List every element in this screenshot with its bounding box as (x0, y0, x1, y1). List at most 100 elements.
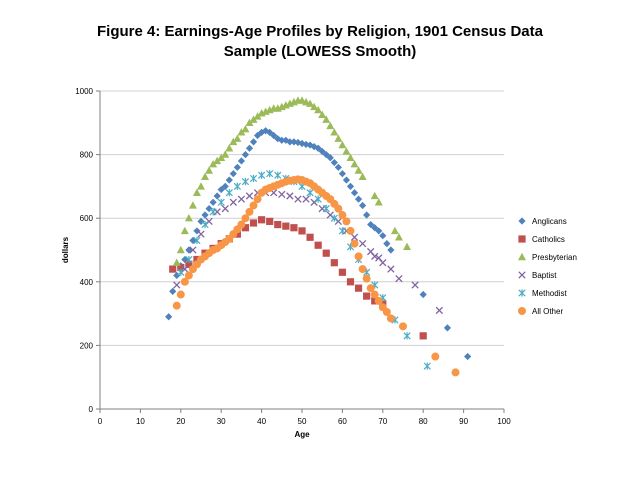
data-point (189, 236, 197, 245)
data-point (197, 217, 205, 225)
x-tick-label: 70 (378, 417, 387, 426)
data-point (225, 176, 233, 184)
data-marks (165, 96, 472, 377)
data-point (363, 211, 371, 219)
data-point (382, 308, 391, 317)
data-point (185, 246, 193, 254)
data-point (302, 140, 310, 149)
data-point (294, 138, 302, 147)
data-point (314, 105, 323, 114)
data-point (314, 195, 322, 203)
data-point (237, 195, 246, 203)
legend: Anglicans Catholics Presbyterian Baptist Met… (518, 217, 577, 316)
series-presbyterian (172, 96, 412, 266)
data-point (350, 233, 359, 241)
data-point (245, 118, 254, 126)
data-point (419, 332, 427, 340)
data-point (374, 296, 383, 305)
data-point (322, 249, 330, 257)
x-tick-label: 80 (419, 417, 428, 426)
data-point (192, 188, 201, 196)
data-point (249, 219, 258, 227)
data-point (346, 278, 355, 286)
legend-marker (518, 252, 526, 261)
data-point (330, 214, 338, 222)
legend-marker (518, 289, 526, 297)
data-point (185, 255, 193, 264)
legend-label: Methodist (532, 289, 567, 298)
data-point (286, 192, 294, 200)
data-point (338, 140, 347, 149)
series-methodist (177, 170, 431, 370)
data-point (241, 124, 250, 133)
data-point (217, 185, 225, 194)
data-point (359, 201, 367, 210)
data-point (201, 172, 210, 181)
data-point (371, 224, 379, 232)
data-point (326, 121, 335, 130)
data-point (314, 241, 322, 249)
data-point (350, 189, 359, 197)
data-point (180, 226, 189, 235)
data-point (249, 201, 258, 210)
data-point (366, 284, 375, 293)
legend-marker (518, 235, 526, 243)
data-point (322, 115, 331, 123)
data-point (184, 214, 193, 222)
x-tick-label: 0 (98, 417, 103, 426)
x-axis-label: Age (294, 430, 310, 439)
data-point (358, 239, 367, 248)
legend-item: Baptist (518, 271, 557, 280)
data-point (197, 182, 205, 190)
data-point (346, 226, 355, 235)
data-point (184, 271, 193, 280)
data-point (330, 158, 338, 167)
data-point (302, 195, 310, 203)
data-point (213, 156, 222, 165)
data-point (193, 255, 201, 264)
data-point (362, 274, 371, 283)
data-point (169, 265, 177, 273)
data-point (278, 136, 286, 144)
data-point (278, 190, 286, 199)
legend-marker (518, 307, 526, 315)
data-point (318, 110, 327, 119)
data-point (326, 211, 334, 219)
data-point (370, 290, 379, 299)
legend-item: Catholics (518, 235, 565, 244)
data-point (294, 195, 302, 203)
data-point (188, 201, 197, 209)
data-point (306, 141, 314, 149)
data-point (209, 208, 217, 216)
data-point (245, 144, 254, 152)
data-point (282, 136, 290, 144)
data-point (266, 128, 274, 136)
data-point (358, 265, 367, 274)
data-point (443, 324, 452, 332)
data-point (209, 198, 217, 206)
data-point (253, 112, 262, 120)
data-point (423, 362, 431, 370)
data-point (322, 151, 330, 159)
data-point (266, 170, 274, 178)
data-point (165, 313, 173, 321)
x-tick-label: 10 (136, 417, 145, 426)
data-point (274, 171, 282, 179)
data-point (310, 102, 319, 111)
chart-title-line-2: Sample (LOWESS Smooth) (223, 43, 417, 60)
legend-label: Anglicans (532, 217, 567, 226)
x-tick-label: 50 (298, 417, 307, 426)
data-point (209, 159, 218, 168)
data-point (270, 131, 278, 140)
y-tick-label: 800 (80, 151, 94, 160)
data-point (213, 192, 221, 200)
legend-item: Presbyterian (518, 252, 577, 262)
data-point (266, 217, 274, 225)
data-point (249, 174, 258, 183)
data-point (330, 259, 338, 267)
data-point (249, 115, 258, 123)
data-point (229, 198, 237, 206)
data-point (306, 189, 314, 197)
data-point (298, 227, 306, 235)
data-point (225, 144, 234, 152)
